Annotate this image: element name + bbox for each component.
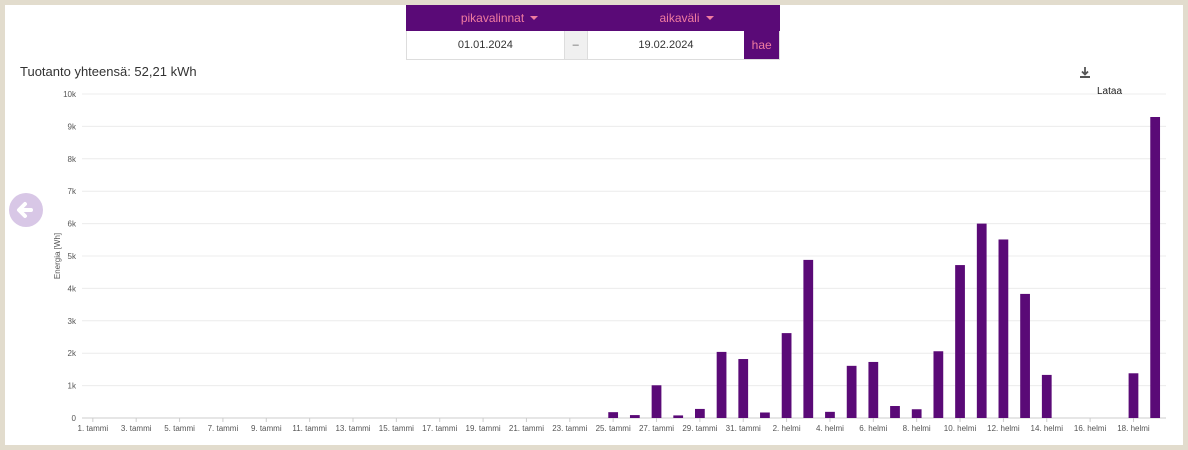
bar-2-helmi[interactable] (781, 333, 792, 418)
x-tick-label: 19. tammi (466, 424, 501, 433)
production-total: Tuotanto yhteensä: 52,21 kWh (20, 64, 197, 79)
bar-28-tammi[interactable] (673, 415, 684, 418)
download-icon (1080, 67, 1090, 78)
x-tick-label: 6. helmi (859, 424, 887, 433)
bar-5-helmi[interactable] (846, 365, 857, 418)
download-label: Lataa (1097, 86, 1123, 97)
x-tick-label: 14. helmi (1031, 424, 1064, 433)
quick-select-dropdown[interactable]: pikavalinnat (406, 5, 593, 31)
search-button[interactable]: hae (744, 31, 780, 59)
y-tick-label: 5k (68, 252, 77, 261)
bar-7-helmi[interactable] (890, 406, 900, 418)
x-tick-label: 27. tammi (639, 424, 674, 433)
bar-8-helmi[interactable] (911, 409, 922, 418)
range-dropdown[interactable]: aikaväli (593, 5, 780, 31)
caret-down-icon (530, 16, 539, 20)
bar-10-helmi[interactable] (955, 265, 965, 418)
bar-3-helmi[interactable] (803, 259, 814, 418)
bar-30-tammi[interactable] (716, 351, 727, 418)
x-tick-label: 17. tammi (422, 424, 457, 433)
x-tick-label: 21. tammi (509, 424, 544, 433)
y-tick-label: 9k (68, 122, 77, 131)
y-tick-label: 3k (68, 317, 77, 326)
date-filter: pikavalinnat aikaväli – hae (406, 5, 780, 60)
bar-9-helmi[interactable] (933, 351, 944, 418)
x-tick-label: 4. helmi (816, 424, 844, 433)
download-button[interactable] (1072, 66, 1132, 98)
y-tick-label: 8k (68, 155, 77, 164)
x-tick-label: 25. tammi (596, 424, 631, 433)
bar-29-tammi[interactable] (695, 408, 705, 418)
bar-14-helmi[interactable] (1041, 374, 1052, 418)
x-tick-label: 1. tammi (78, 424, 109, 433)
x-tick-label: 31. tammi (726, 424, 761, 433)
y-tick-label: 10k (63, 90, 77, 99)
arrow-left-icon (17, 202, 33, 218)
chart-panel (5, 5, 1183, 445)
bar-31-tammi[interactable] (738, 359, 749, 418)
date-to-input[interactable] (587, 31, 745, 59)
x-tick-label: 23. tammi (552, 424, 587, 433)
x-tick-label: 16. helmi (1074, 424, 1107, 433)
bar-27-tammi[interactable] (651, 385, 662, 418)
date-separator: – (563, 31, 588, 59)
x-tick-label: 7. tammi (208, 424, 239, 433)
quick-select-label: pikavalinnat (460, 11, 525, 25)
bar-11-helmi[interactable] (976, 223, 987, 418)
y-tick-label: 6k (68, 220, 77, 229)
y-axis-label: Energia [Wh] (53, 233, 62, 279)
bar-26-tammi[interactable] (629, 415, 640, 418)
date-from-input[interactable] (407, 31, 564, 59)
caret-down-icon (705, 16, 714, 20)
bar-12-helmi[interactable] (998, 239, 1009, 418)
x-tick-label: 5. tammi (164, 424, 195, 433)
x-tick-label: 3. tammi (121, 424, 152, 433)
y-tick-label: 4k (68, 284, 77, 293)
x-tick-label: 10. helmi (944, 424, 977, 433)
bar-4-helmi[interactable] (825, 411, 835, 418)
bar-19-helmi[interactable] (1150, 117, 1161, 418)
bar-18-helmi[interactable] (1128, 373, 1139, 418)
range-label: aikaväli (659, 11, 700, 25)
x-tick-label: 11. tammi (292, 424, 327, 433)
bar-25-tammi[interactable] (608, 412, 619, 418)
x-tick-label: 12. helmi (987, 424, 1020, 433)
bar-6-helmi[interactable] (868, 361, 879, 418)
x-tick-label: 2. helmi (773, 424, 801, 433)
bar-13-helmi[interactable] (1020, 293, 1030, 418)
x-tick-label: 15. tammi (379, 424, 414, 433)
y-tick-label: 0 (72, 414, 77, 423)
x-tick-label: 8. helmi (903, 424, 931, 433)
y-tick-label: 7k (68, 187, 77, 196)
y-tick-label: 1k (68, 382, 77, 391)
bar-1-helmi[interactable] (760, 412, 770, 418)
x-tick-label: 18. helmi (1117, 424, 1150, 433)
back-button[interactable] (9, 193, 43, 227)
x-tick-label: 9. tammi (251, 424, 282, 433)
y-tick-label: 2k (68, 349, 77, 358)
x-tick-label: 29. tammi (682, 424, 717, 433)
x-tick-label: 13. tammi (335, 424, 370, 433)
